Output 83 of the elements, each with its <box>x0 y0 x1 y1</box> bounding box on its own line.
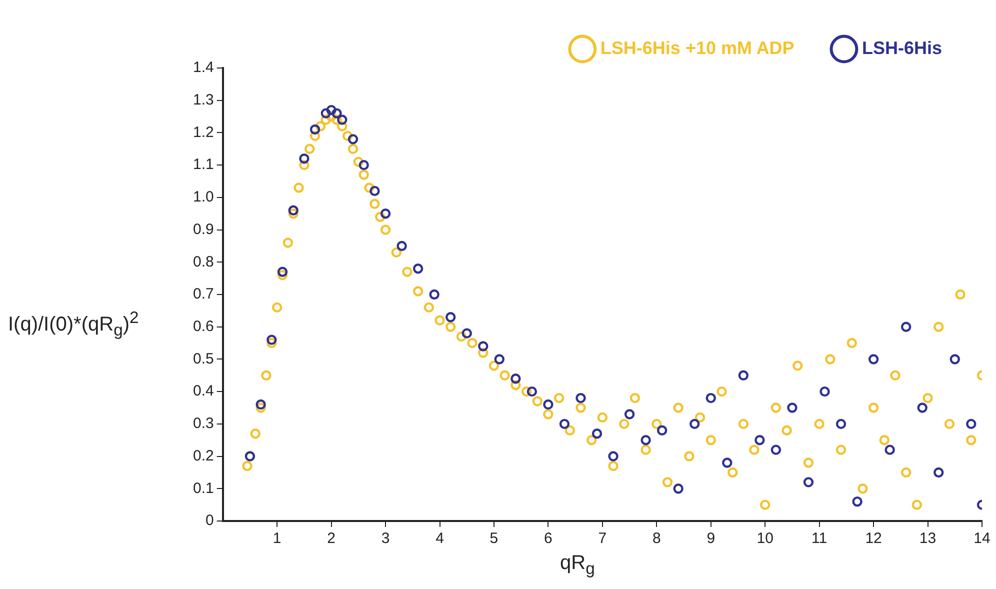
point <box>526 386 538 397</box>
y-tick-label: 0 <box>206 512 214 530</box>
x-tick-label: 8 <box>652 530 661 548</box>
point <box>690 418 700 430</box>
point <box>608 451 618 462</box>
point <box>370 186 380 196</box>
y-tick-label: 1.0 <box>192 188 214 206</box>
y-tick-label: 0.6 <box>192 318 214 335</box>
point <box>706 392 716 404</box>
point <box>543 399 554 410</box>
x-tick-label: 9 <box>706 530 716 548</box>
y-tick-label: 1.1 <box>192 156 214 174</box>
point <box>332 108 342 118</box>
y-axis-title: I(q)/I(0)*(qR$_{g}$)$^{2}$ <box>8 308 139 341</box>
point <box>337 114 348 125</box>
point <box>673 484 684 494</box>
point <box>770 444 782 455</box>
x-tick-label: 11 <box>812 530 828 548</box>
y-tick-label: 0.2 <box>192 447 214 464</box>
x-tick-label: 13 <box>919 530 936 548</box>
point <box>820 386 830 397</box>
x-tick-label: 14 <box>974 530 990 548</box>
x-tick-label: 2 <box>327 530 336 548</box>
x-tick-label: 5 <box>490 530 498 548</box>
x-tick-label: 10 <box>756 530 774 548</box>
point <box>462 328 472 338</box>
x-axis-title: qR$_{g}$ <box>560 552 595 579</box>
y-tick-label: 0.9 <box>192 220 214 238</box>
legend-label: LSH-6His +10 mM ADP <box>600 38 794 58</box>
x-tick-label: 3 <box>381 530 390 548</box>
point <box>412 264 424 274</box>
point <box>966 418 976 430</box>
point <box>348 134 358 144</box>
point <box>429 289 440 300</box>
point <box>950 354 960 364</box>
point <box>836 418 846 430</box>
x-tick-label: 12 <box>865 530 882 548</box>
point <box>494 354 504 364</box>
point <box>358 160 369 170</box>
point <box>510 374 521 384</box>
legend-label: LSH-6His <box>862 38 942 58</box>
y-tick-label: 1.4 <box>192 59 214 76</box>
point <box>592 428 602 439</box>
y-tick-label: 1.2 <box>192 124 214 141</box>
point <box>803 477 814 488</box>
point <box>576 392 586 404</box>
point <box>326 104 336 116</box>
point <box>299 154 310 164</box>
x-tick-label: 1 <box>272 530 282 548</box>
x-tick-label: 4 <box>436 530 444 548</box>
point <box>900 322 912 332</box>
point <box>396 240 407 252</box>
point <box>884 444 895 455</box>
y-tick-label: 0.3 <box>192 415 214 432</box>
point <box>277 266 288 277</box>
point <box>559 418 570 430</box>
point <box>288 205 298 216</box>
y-tick-label: 0.7 <box>192 286 214 303</box>
point <box>738 370 749 380</box>
x-tick-label: 6 <box>544 530 552 548</box>
point <box>320 108 331 118</box>
point <box>256 399 266 410</box>
point <box>656 425 668 436</box>
point <box>310 124 320 135</box>
point <box>917 402 928 413</box>
point <box>868 354 879 364</box>
y-tick-label: 0.5 <box>192 350 214 368</box>
point <box>722 458 732 468</box>
point <box>852 496 862 507</box>
point <box>445 312 456 322</box>
point <box>787 402 798 413</box>
y-tick-label: 0.4 <box>192 382 214 400</box>
point <box>934 467 944 478</box>
y-tick-label: 0.8 <box>192 253 214 270</box>
x-tick-label: 7 <box>598 530 607 548</box>
point <box>478 341 488 352</box>
y-tick-label: 0.1 <box>192 480 214 497</box>
point <box>266 334 277 345</box>
point <box>624 409 635 420</box>
point <box>640 435 651 446</box>
y-tick-label: 1.3 <box>192 92 214 108</box>
point <box>380 208 391 219</box>
point <box>754 435 765 446</box>
